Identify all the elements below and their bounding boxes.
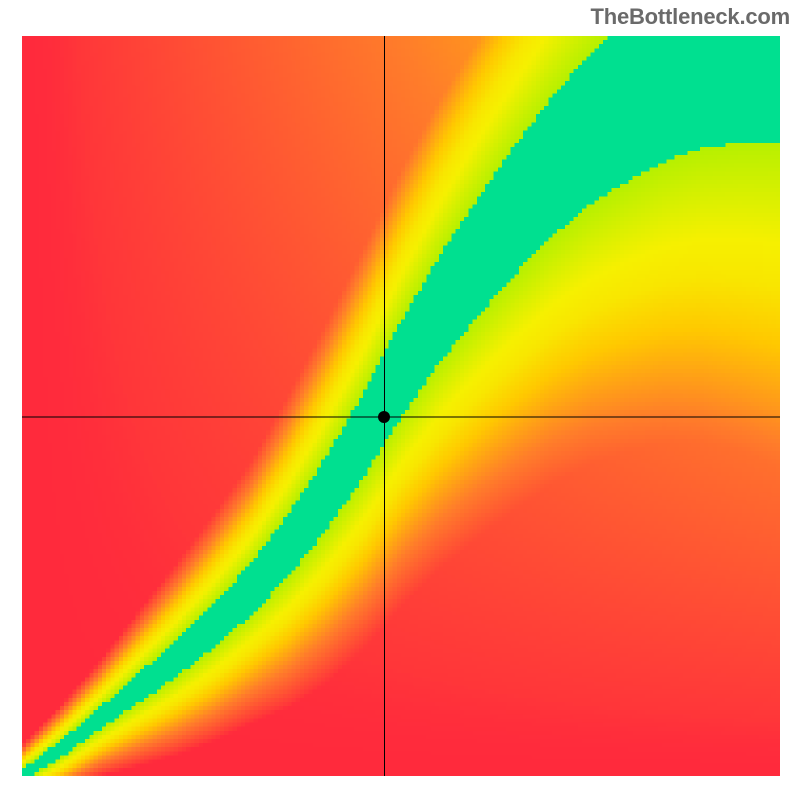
bottleneck-heatmap [22,36,780,776]
site-watermark: TheBottleneck.com [590,4,790,30]
